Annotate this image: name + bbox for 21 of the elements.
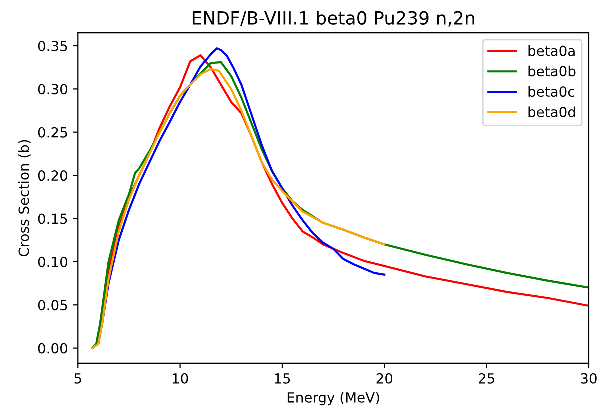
legend-label: beta0a: [528, 46, 575, 56]
y-tick-label: 0.05: [38, 300, 68, 311]
y-axis-title: Cross Section (b): [18, 140, 31, 257]
legend-label: beta0c: [528, 86, 574, 98]
legend-label: beta0b: [528, 66, 576, 77]
y-tick-label: 0.00: [38, 343, 68, 354]
legend-label: beta0d: [528, 106, 576, 118]
x-axis-title: Energy (MeV): [288, 392, 380, 406]
y-tick-label: 0.10: [38, 256, 68, 268]
x-tick-label: 25: [478, 373, 494, 384]
x-tick-label: 20: [376, 373, 393, 384]
y-tick-label: 0.30: [38, 84, 68, 95]
x-tick-label: 30: [581, 373, 597, 384]
y-tick-label: 0.15: [38, 214, 68, 224]
y-tick-label: 0.35: [38, 40, 68, 52]
y-tick-label: 0.25: [38, 127, 68, 138]
y-tick-label: 0.20: [38, 170, 68, 182]
x-tick-label: 10: [172, 373, 188, 384]
x-tick-label: 5: [74, 374, 82, 384]
chart-title: ENDF/B-VIII.1 beta0 Pu239 n,2n: [192, 10, 474, 27]
x-tick-label: 15: [275, 374, 290, 384]
